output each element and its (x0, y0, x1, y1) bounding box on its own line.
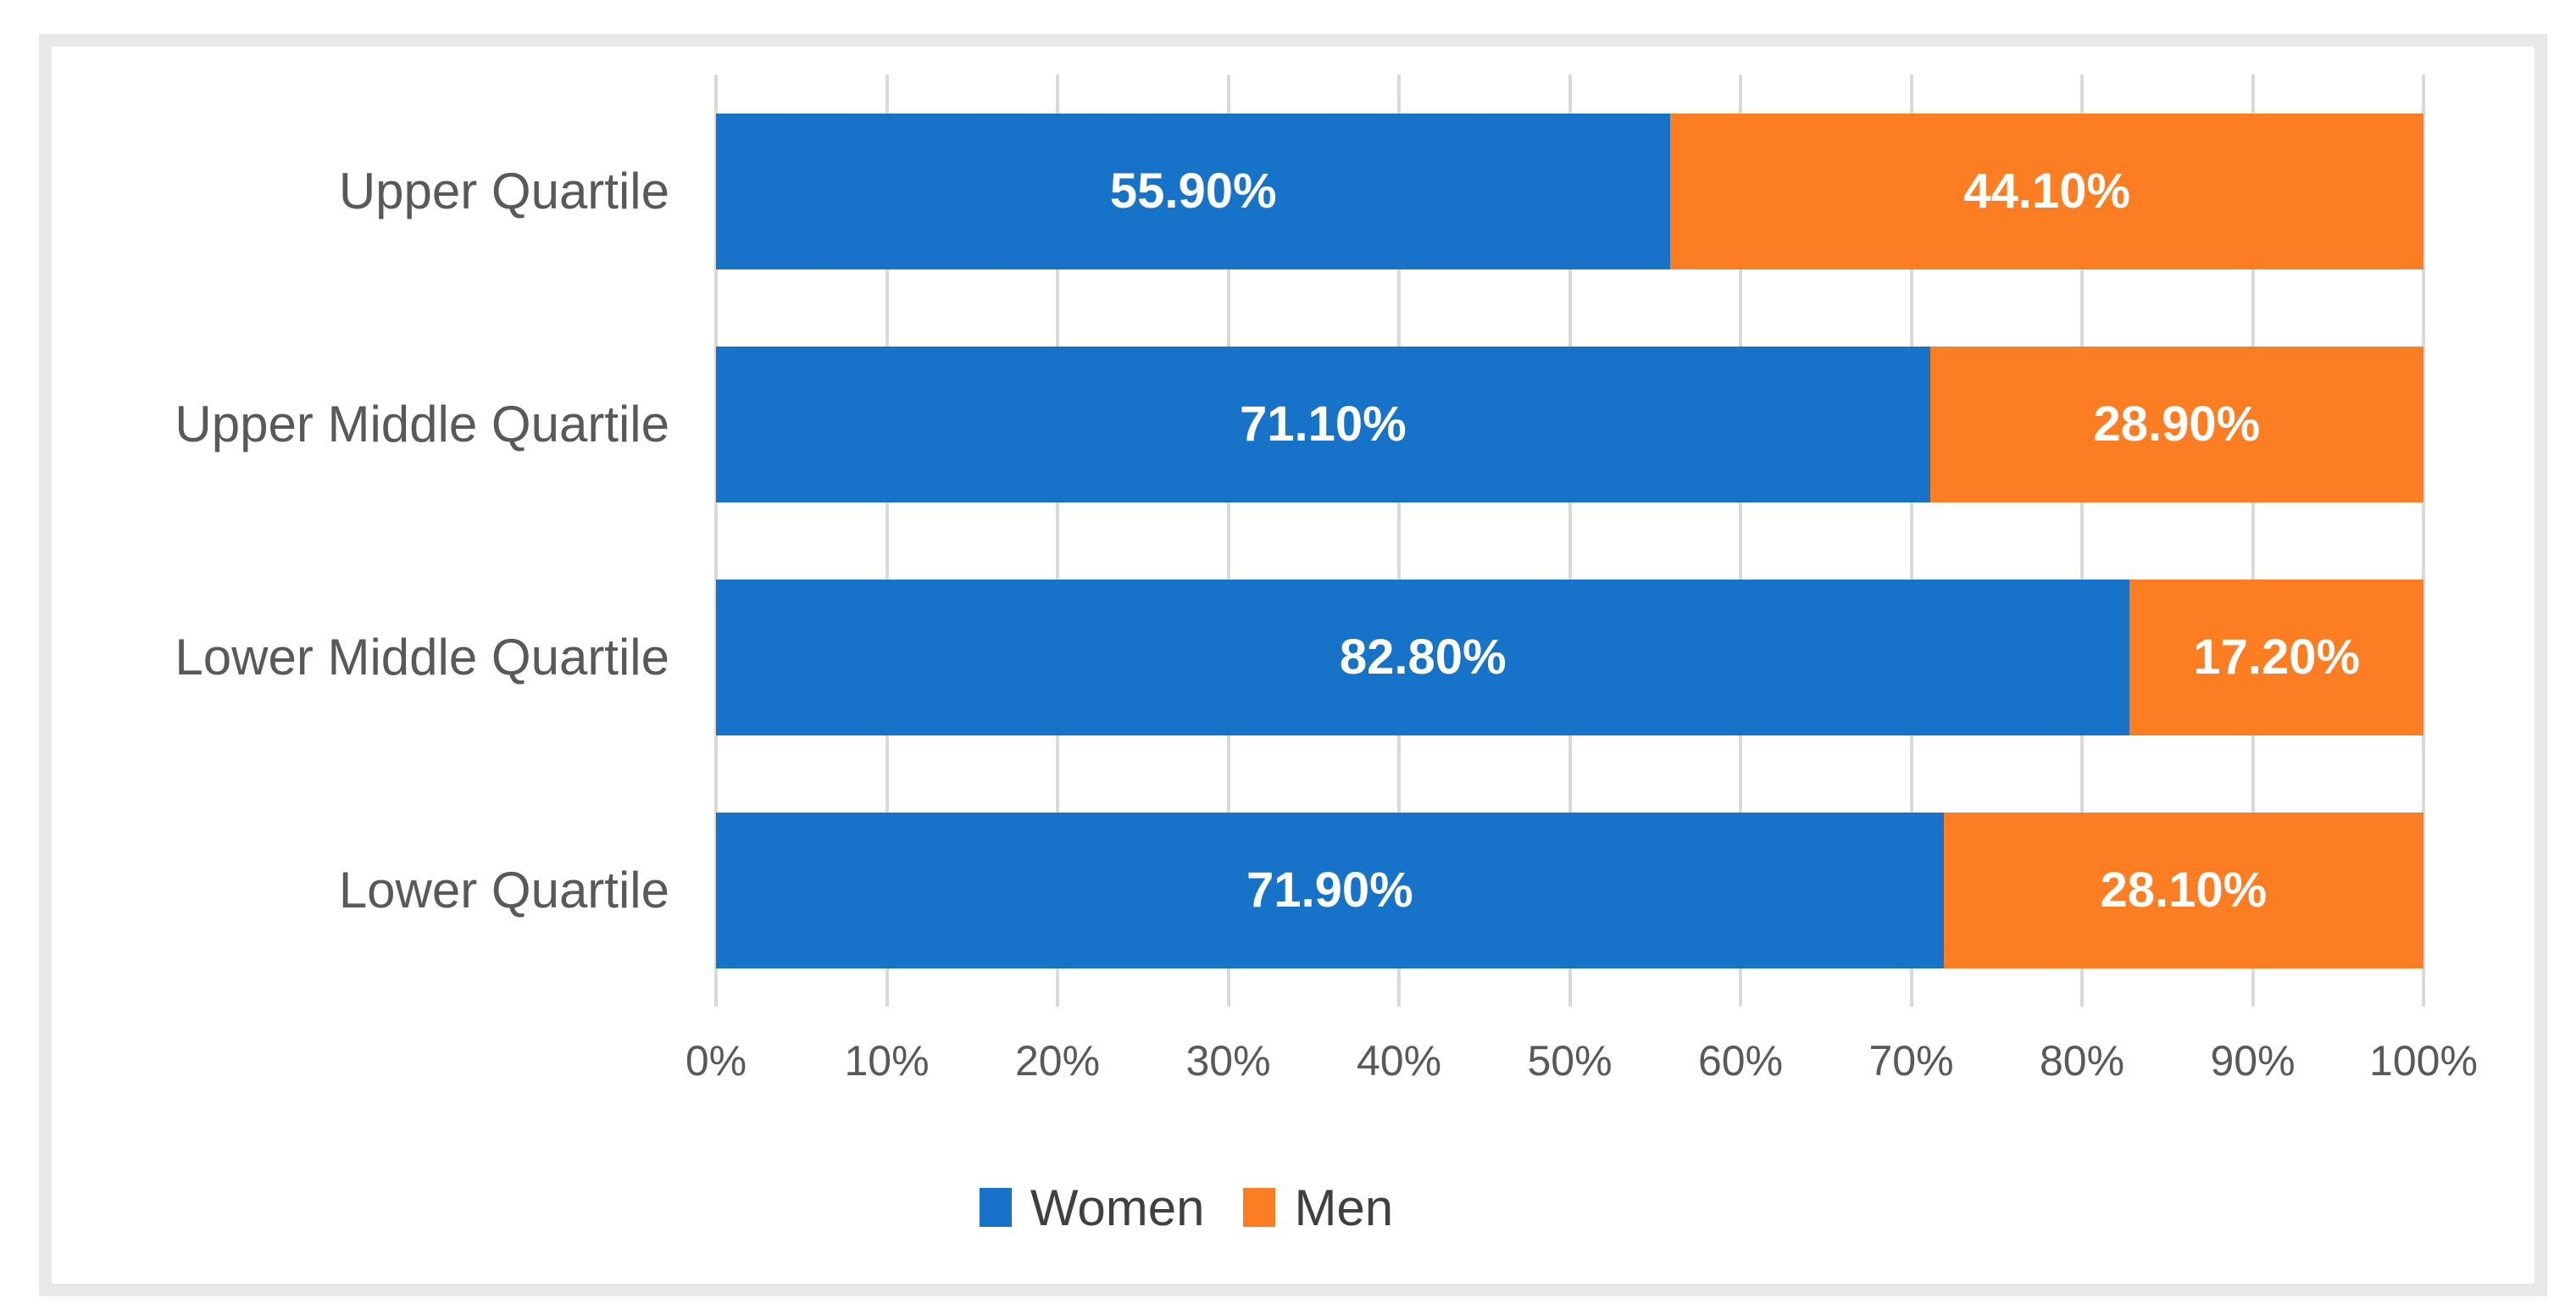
bar-segment-women: 55.90% (716, 113, 1671, 269)
x-tick-label: 100% (2369, 1037, 2478, 1085)
bar-value-label: 28.90% (2093, 397, 2261, 452)
bar-value-label: 71.10% (1239, 397, 1407, 452)
category-label: Upper Quartile (338, 163, 669, 219)
x-tick-label: 80% (2039, 1037, 2125, 1085)
bar-segment-women: 71.90% (716, 812, 1944, 968)
bar-value-label: 28.10% (2100, 863, 2268, 918)
x-tick-label: 10% (844, 1037, 930, 1085)
gridline (1909, 75, 1913, 1007)
x-tick-label: 60% (1697, 1037, 1784, 1085)
category-label: Lower Middle Quartile (175, 629, 669, 685)
gridline (885, 75, 889, 1007)
chart-frame-border (39, 34, 2547, 1296)
bar-segment-men: 28.10% (1943, 812, 2423, 968)
category-label: Lower Quartile (338, 862, 669, 918)
x-tick-label: 40% (1356, 1037, 1442, 1085)
x-tick-label: 90% (2210, 1037, 2296, 1085)
legend-swatch-women (979, 1188, 1012, 1227)
x-tick-label: 50% (1527, 1037, 1613, 1085)
category-axis: Upper Quartile Upper Middle Quartile Lower… (0, 75, 695, 1007)
bar-value-label: 71.90% (1246, 863, 1413, 918)
x-tick-label: 70% (1868, 1037, 1954, 1085)
gridline (1568, 75, 1572, 1007)
legend: Women Men (0, 1169, 2576, 1246)
gridline (1397, 75, 1401, 1007)
x-tick-label: 30% (1185, 1037, 1271, 1085)
bar-segment-men: 28.90% (1929, 346, 2423, 502)
bar-segment-men: 17.20% (2129, 579, 2423, 735)
legend-item-women: Women (979, 1179, 1205, 1237)
gridline (714, 75, 718, 1007)
gridline (1226, 75, 1230, 1007)
legend-swatch-men (1243, 1188, 1276, 1227)
gridline (2251, 75, 2255, 1007)
legend-label: Women (1030, 1179, 1205, 1236)
x-axis: 0% 10% 20% 30% 40% 50% 60% 70% 80% 90% 100% (686, 1036, 2478, 1096)
bar-value-label: 44.10% (1963, 164, 2131, 219)
bar-value-label: 55.90% (1109, 164, 1277, 219)
x-tick-label: 20% (1014, 1037, 1101, 1085)
bar-value-label: 17.20% (2193, 630, 2361, 685)
legend-label: Men (1294, 1179, 1394, 1236)
plot-area: 55.90% 44.10% 71.10% 28.90% 82.80% 17.20% 71.9… (714, 75, 2425, 1007)
bar-value-label: 82.80% (1339, 630, 1507, 685)
bar-row: 55.90% 44.10% (716, 113, 2423, 269)
bar-row: 71.10% 28.90% (716, 346, 2423, 502)
gridline (1056, 75, 1059, 1007)
category-label: Upper Middle Quartile (175, 396, 669, 452)
x-tick-label: 0% (685, 1037, 747, 1085)
gridline (2080, 75, 2084, 1007)
gridline (1739, 75, 1742, 1007)
bar-row: 71.90% 28.10% (716, 812, 2423, 968)
bar-segment-men: 44.10% (1670, 113, 2423, 269)
bar-row: 82.80% 17.20% (716, 579, 2423, 735)
gridline (2422, 75, 2425, 1007)
legend-item-men: Men (1243, 1179, 1393, 1237)
bar-segment-women: 82.80% (716, 579, 2130, 735)
bar-segment-women: 71.10% (716, 346, 1930, 502)
